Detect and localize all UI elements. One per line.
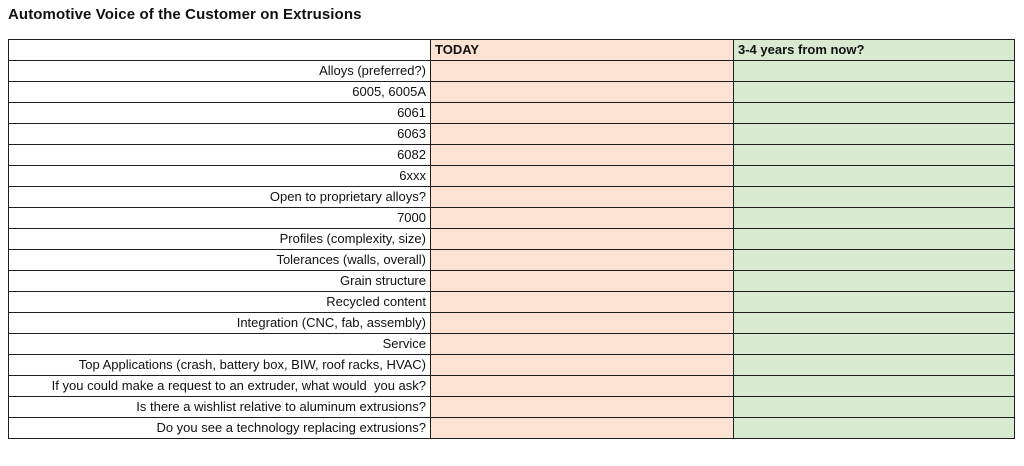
future-cell[interactable] — [733, 291, 1015, 313]
today-cell[interactable] — [430, 375, 734, 397]
table-row: Grain structure — [8, 270, 1015, 292]
row-label-cell: 7000 — [8, 207, 431, 229]
today-cell[interactable] — [430, 291, 734, 313]
future-cell[interactable] — [733, 165, 1015, 187]
today-cell[interactable] — [430, 249, 734, 271]
today-cell[interactable] — [430, 396, 734, 418]
future-cell[interactable] — [733, 123, 1015, 145]
today-cell[interactable] — [430, 186, 734, 208]
row-label-cell: Do you see a technology replacing extrus… — [8, 417, 431, 439]
today-cell[interactable] — [430, 102, 734, 124]
future-cell[interactable] — [733, 144, 1015, 166]
today-cell[interactable] — [430, 228, 734, 250]
table-row: 6063 — [8, 123, 1015, 145]
table-row: If you could make a request to an extrud… — [8, 375, 1015, 397]
row-label-cell: 6063 — [8, 123, 431, 145]
row-label-cell: Open to proprietary alloys? — [8, 186, 431, 208]
today-cell[interactable] — [430, 165, 734, 187]
row-label-cell: Is there a wishlist relative to aluminum… — [8, 396, 431, 418]
table-row: 6005, 6005A — [8, 81, 1015, 103]
table-row: 7000 — [8, 207, 1015, 229]
today-cell[interactable] — [430, 312, 734, 334]
future-cell[interactable] — [733, 333, 1015, 355]
today-cell[interactable] — [430, 354, 734, 376]
row-label-cell: Integration (CNC, fab, assembly) — [8, 312, 431, 334]
today-cell[interactable] — [430, 207, 734, 229]
table-row: Service — [8, 333, 1015, 355]
row-label-cell: 6082 — [8, 144, 431, 166]
today-cell[interactable] — [430, 333, 734, 355]
today-cell[interactable] — [430, 123, 734, 145]
table-row: 6082 — [8, 144, 1015, 166]
row-label-cell: Recycled content — [8, 291, 431, 313]
table-row: Open to proprietary alloys? — [8, 186, 1015, 208]
future-cell[interactable] — [733, 60, 1015, 82]
table-row: Top Applications (crash, battery box, BI… — [8, 354, 1015, 376]
today-cell[interactable] — [430, 417, 734, 439]
future-cell[interactable] — [733, 207, 1015, 229]
table-row: Tolerances (walls, overall) — [8, 249, 1015, 271]
header-cell-future: 3-4 years from now? — [733, 39, 1015, 61]
row-label-cell: Grain structure — [8, 270, 431, 292]
future-cell[interactable] — [733, 249, 1015, 271]
today-cell[interactable] — [430, 144, 734, 166]
today-cell[interactable] — [430, 60, 734, 82]
voc-table: TODAY 3-4 years from now? Alloys (prefer… — [8, 39, 1015, 439]
future-cell[interactable] — [733, 417, 1015, 439]
row-label-cell: 6xxx — [8, 165, 431, 187]
future-cell[interactable] — [733, 354, 1015, 376]
header-cell-today: TODAY — [430, 39, 734, 61]
today-cell[interactable] — [430, 270, 734, 292]
future-cell[interactable] — [733, 270, 1015, 292]
table-row: Do you see a technology replacing extrus… — [8, 417, 1015, 439]
table-row: Profiles (complexity, size) — [8, 228, 1015, 250]
table-row: 6xxx — [8, 165, 1015, 187]
row-label-cell: Profiles (complexity, size) — [8, 228, 431, 250]
future-cell[interactable] — [733, 396, 1015, 418]
row-label-cell: Top Applications (crash, battery box, BI… — [8, 354, 431, 376]
row-label-cell: Tolerances (walls, overall) — [8, 249, 431, 271]
table-row: 6061 — [8, 102, 1015, 124]
table-row: Alloys (preferred?) — [8, 60, 1015, 82]
header-row: TODAY 3-4 years from now? — [8, 39, 1015, 61]
table-row: Integration (CNC, fab, assembly) — [8, 312, 1015, 334]
future-cell[interactable] — [733, 375, 1015, 397]
future-cell[interactable] — [733, 186, 1015, 208]
row-label-cell: Alloys (preferred?) — [8, 60, 431, 82]
row-label-cell: 6061 — [8, 102, 431, 124]
page-title: Automotive Voice of the Customer on Extr… — [8, 6, 362, 23]
row-label-cell: 6005, 6005A — [8, 81, 431, 103]
table-row: Recycled content — [8, 291, 1015, 313]
table-row: Is there a wishlist relative to aluminum… — [8, 396, 1015, 418]
row-label-cell: If you could make a request to an extrud… — [8, 375, 431, 397]
today-cell[interactable] — [430, 81, 734, 103]
row-label-cell: Service — [8, 333, 431, 355]
future-cell[interactable] — [733, 312, 1015, 334]
future-cell[interactable] — [733, 81, 1015, 103]
future-cell[interactable] — [733, 228, 1015, 250]
future-cell[interactable] — [733, 102, 1015, 124]
header-cell-empty — [8, 39, 431, 61]
